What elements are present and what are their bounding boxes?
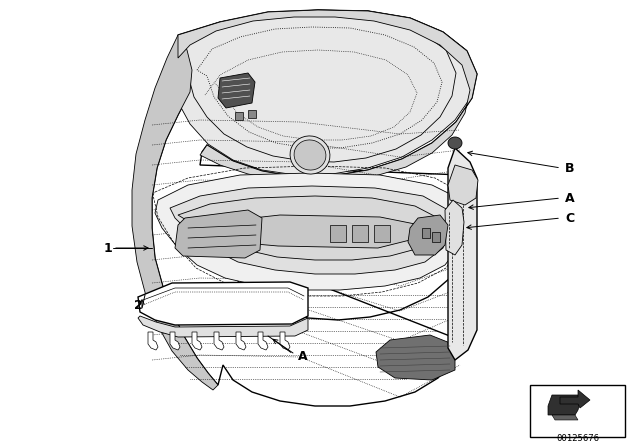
Polygon shape xyxy=(235,112,243,120)
Polygon shape xyxy=(408,215,448,255)
Text: C: C xyxy=(565,211,574,224)
Polygon shape xyxy=(548,395,580,415)
Polygon shape xyxy=(178,196,438,260)
Polygon shape xyxy=(530,385,625,437)
Polygon shape xyxy=(376,335,455,380)
Polygon shape xyxy=(170,186,450,274)
Polygon shape xyxy=(552,415,578,420)
Polygon shape xyxy=(152,10,477,406)
Ellipse shape xyxy=(294,140,326,170)
Polygon shape xyxy=(218,73,255,108)
Polygon shape xyxy=(422,228,430,238)
Text: 00125676: 00125676 xyxy=(557,434,600,443)
Polygon shape xyxy=(258,332,268,350)
Text: 1: 1 xyxy=(104,241,113,254)
Polygon shape xyxy=(330,225,346,242)
Polygon shape xyxy=(432,232,440,242)
Polygon shape xyxy=(170,332,180,350)
Text: A: A xyxy=(298,349,308,362)
Ellipse shape xyxy=(448,137,462,149)
Polygon shape xyxy=(448,148,477,360)
Polygon shape xyxy=(352,225,368,242)
Polygon shape xyxy=(132,35,218,390)
Polygon shape xyxy=(236,332,246,350)
Polygon shape xyxy=(445,200,464,255)
Polygon shape xyxy=(188,215,420,248)
Polygon shape xyxy=(374,225,390,242)
Polygon shape xyxy=(175,210,262,258)
Text: 2: 2 xyxy=(134,298,142,311)
Polygon shape xyxy=(248,110,256,118)
Text: B: B xyxy=(565,161,575,175)
Polygon shape xyxy=(178,10,477,182)
Polygon shape xyxy=(148,332,158,350)
Polygon shape xyxy=(172,10,476,175)
Polygon shape xyxy=(138,316,308,337)
Ellipse shape xyxy=(290,136,330,174)
Polygon shape xyxy=(214,332,224,350)
Polygon shape xyxy=(192,332,202,350)
Polygon shape xyxy=(448,165,478,205)
Polygon shape xyxy=(138,282,308,325)
Polygon shape xyxy=(560,390,590,408)
Text: A: A xyxy=(565,191,575,204)
Polygon shape xyxy=(280,332,290,350)
Polygon shape xyxy=(155,173,465,290)
